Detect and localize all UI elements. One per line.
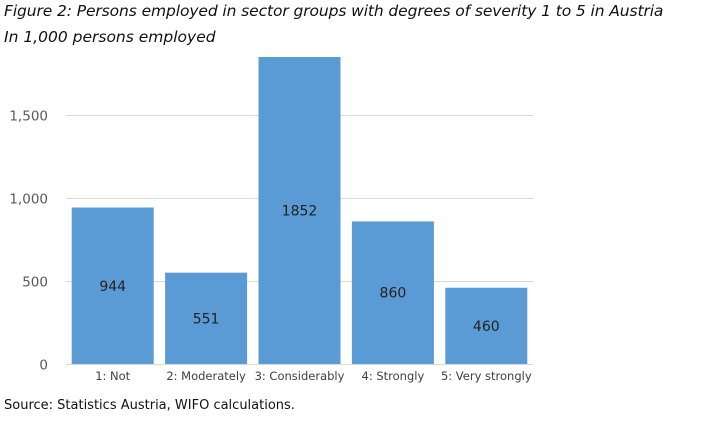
x-axis-tick-labels: 1: Not 2: Moderately 3: Considerably 4: Str…	[95, 369, 532, 383]
data-label: 460	[473, 319, 500, 335]
bar	[351, 221, 434, 364]
x-tick-label: 4: Strongly	[362, 369, 425, 383]
chart-subtitle: In 1,000 persons employed	[4, 28, 216, 46]
y-tick-label: 1,000	[9, 192, 48, 208]
chart-title: Figure 2: Persons employed in sector gro…	[4, 2, 664, 20]
y-tick-label: 1,500	[9, 109, 48, 125]
data-labels: 944 551 1852 860 460	[99, 204, 499, 335]
data-label: 944	[99, 279, 126, 295]
data-label: 551	[193, 311, 220, 327]
y-tick-label: 500	[22, 275, 48, 291]
x-tick-label: 3: Considerably	[255, 369, 345, 383]
bar	[165, 272, 248, 364]
data-label: 860	[380, 286, 407, 302]
bar	[445, 287, 528, 364]
y-axis-tick-labels: 0 500 1,000 1,500	[9, 109, 48, 374]
x-tick-label: 1: Not	[95, 369, 130, 383]
x-tick-label: 2: Moderately	[166, 369, 246, 383]
bar	[71, 207, 154, 364]
data-label: 1852	[282, 204, 318, 220]
bar-chart: 0 500 1,000 1,500 944 551 1852 860 460 1: Not 2:…	[9, 57, 533, 383]
bars	[71, 57, 528, 364]
y-tick-label: 0	[39, 358, 48, 374]
bar	[258, 57, 341, 364]
source-note: Source: Statistics Austria, WIFO calcula…	[4, 398, 295, 413]
x-tick-label: 5: Very strongly	[441, 369, 532, 383]
